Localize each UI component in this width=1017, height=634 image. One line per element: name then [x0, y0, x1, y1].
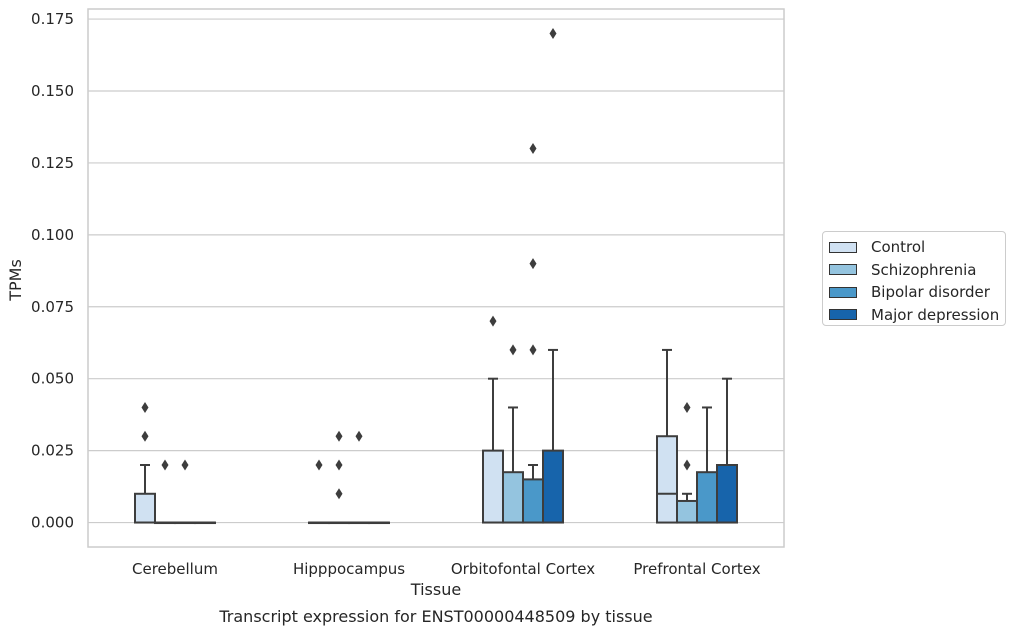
y-tick-label: 0.000 — [31, 514, 74, 532]
box-0-0 — [134, 401, 156, 524]
legend-label-schizophrenia: Schizophrenia — [871, 260, 977, 279]
plot-frame — [87, 8, 785, 548]
chart-title: Transcript expression for ENST0000044850… — [218, 607, 652, 626]
x-axis-label: Tissue — [410, 580, 461, 599]
box-0-2 — [174, 459, 196, 525]
y-tick-label: 0.150 — [31, 82, 74, 100]
x-tick-label: Orbitofontal Cortex — [451, 560, 595, 578]
outlier-point — [529, 143, 537, 155]
legend-item-major-depression: Major depression — [829, 304, 1005, 327]
box-rect — [134, 492, 156, 524]
outlier-point — [355, 430, 363, 442]
y-tick-label: 0.075 — [31, 298, 74, 316]
legend-item-schizophrenia: Schizophrenia — [829, 259, 1005, 282]
y-tick-label: 0.025 — [31, 442, 74, 460]
outlier-point — [181, 459, 189, 471]
y-axis-label: TPMs — [6, 259, 25, 302]
box-3-3 — [716, 377, 738, 524]
box-3-0 — [656, 348, 678, 524]
y-tick-label: 0.175 — [31, 10, 74, 28]
box-1-2 — [348, 430, 370, 525]
box-rect — [482, 449, 504, 524]
legend-label-control: Control — [871, 238, 926, 257]
x-tick-label: Prefrontal Cortex — [633, 560, 760, 578]
outlier-point — [161, 459, 169, 471]
outlier-point — [141, 430, 149, 442]
y-tick-label: 0.050 — [31, 370, 74, 388]
legend: Control Schizophrenia Bipolar disorder M… — [822, 231, 1006, 326]
box-3-2 — [696, 406, 718, 524]
box-rect — [502, 471, 524, 524]
outlier-point — [549, 27, 557, 39]
x-tick-labels: Cerebellum Hipppocampus Orbitofontal Corte… — [132, 560, 761, 578]
box-rect — [676, 499, 698, 524]
legend-swatch-schizophrenia — [829, 264, 857, 276]
x-tick-label: Cerebellum — [132, 560, 218, 578]
box-2-0 — [482, 315, 504, 524]
box-rect — [656, 435, 678, 524]
legend-label-bipolar: Bipolar disorder — [871, 283, 990, 302]
y-tick-label: 0.125 — [31, 154, 74, 172]
box-0-1 — [154, 459, 176, 525]
box-1-3 — [368, 521, 390, 525]
outlier-point — [335, 488, 343, 500]
box-rect — [716, 464, 738, 524]
box-rect — [542, 449, 564, 524]
legend-swatch-bipolar — [829, 286, 857, 298]
legend-label-major-depression: Major depression — [871, 305, 1000, 324]
box-rect — [696, 471, 718, 524]
legend-item-control: Control — [829, 236, 1005, 259]
outlier-point — [683, 459, 691, 471]
outlier-point — [141, 401, 149, 413]
outlier-point — [683, 401, 691, 413]
x-tick-label: Hipppocampus — [293, 560, 405, 578]
legend-item-bipolar: Bipolar disorder — [829, 281, 1005, 304]
outlier-point — [509, 344, 517, 356]
box-2-1 — [502, 344, 524, 524]
box-2-3 — [542, 27, 564, 524]
box-1-0 — [308, 459, 330, 525]
outlier-point — [529, 258, 537, 270]
y-tick-label: 0.100 — [31, 226, 74, 244]
box-rect — [522, 478, 544, 524]
legend-swatch-major-depression — [829, 309, 857, 321]
outlier-point — [529, 344, 537, 356]
box-3-1 — [676, 401, 698, 524]
box-1-1 — [328, 430, 350, 525]
outlier-point — [489, 315, 497, 327]
outlier-point — [335, 459, 343, 471]
gridlines — [88, 18, 784, 524]
outlier-point — [335, 430, 343, 442]
box-2-2 — [522, 143, 544, 524]
box-0-3 — [194, 521, 216, 525]
legend-swatch-control — [829, 241, 857, 253]
y-tick-labels: 0.000 0.025 0.050 0.075 0.100 0.125 0.150 0.175 — [31, 10, 74, 531]
outlier-point — [315, 459, 323, 471]
box-layer — [134, 27, 738, 525]
